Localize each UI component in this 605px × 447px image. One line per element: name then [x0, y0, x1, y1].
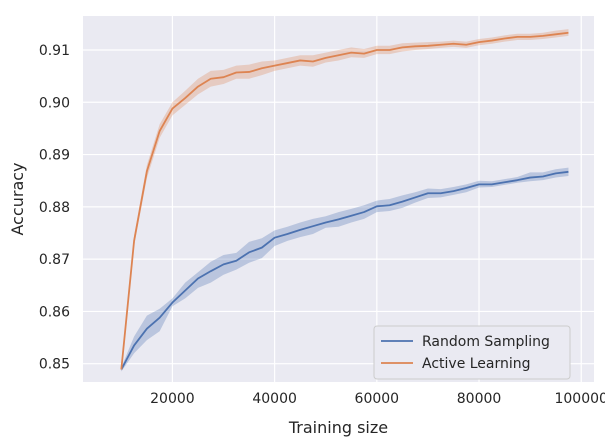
x-tick-label: 60000: [355, 391, 400, 407]
x-tick-labels: 20000 40000 60000 80000 100000: [150, 391, 605, 407]
confidence-bands: [121, 29, 569, 372]
y-tick-label: 0.87: [39, 252, 70, 268]
x-tick-label: 40000: [252, 391, 297, 407]
y-axis-label: Accuracy: [8, 162, 27, 235]
y-tick-label: 0.85: [39, 357, 70, 373]
y-tick-label: 0.86: [39, 304, 70, 320]
line-active-learning: [120, 31, 569, 370]
legend-label-random-sampling: Random Sampling: [422, 334, 550, 350]
y-tick-label: 0.89: [39, 148, 70, 164]
series-lines: [120, 31, 569, 370]
x-axis-label: Training size: [288, 418, 388, 437]
legend: Random Sampling Active Learning: [373, 325, 571, 380]
y-tick-label: 0.91: [39, 43, 70, 59]
y-tick-label: 0.90: [39, 95, 70, 111]
x-tick-label: 80000: [457, 391, 502, 407]
y-tick-labels: 0.85 0.86 0.87 0.88 0.89 0.90 0.91: [39, 43, 70, 373]
line-random-sampling: [120, 170, 569, 370]
band-random-sampling: [121, 167, 569, 372]
x-tick-label: 20000: [150, 391, 195, 407]
legend-box: [373, 325, 571, 380]
y-tick-label: 0.88: [39, 200, 70, 216]
legend-label-active-learning: Active Learning: [422, 356, 531, 372]
plot-background: [83, 16, 594, 382]
grid: [83, 16, 594, 382]
x-tick-label: 100000: [554, 391, 605, 407]
